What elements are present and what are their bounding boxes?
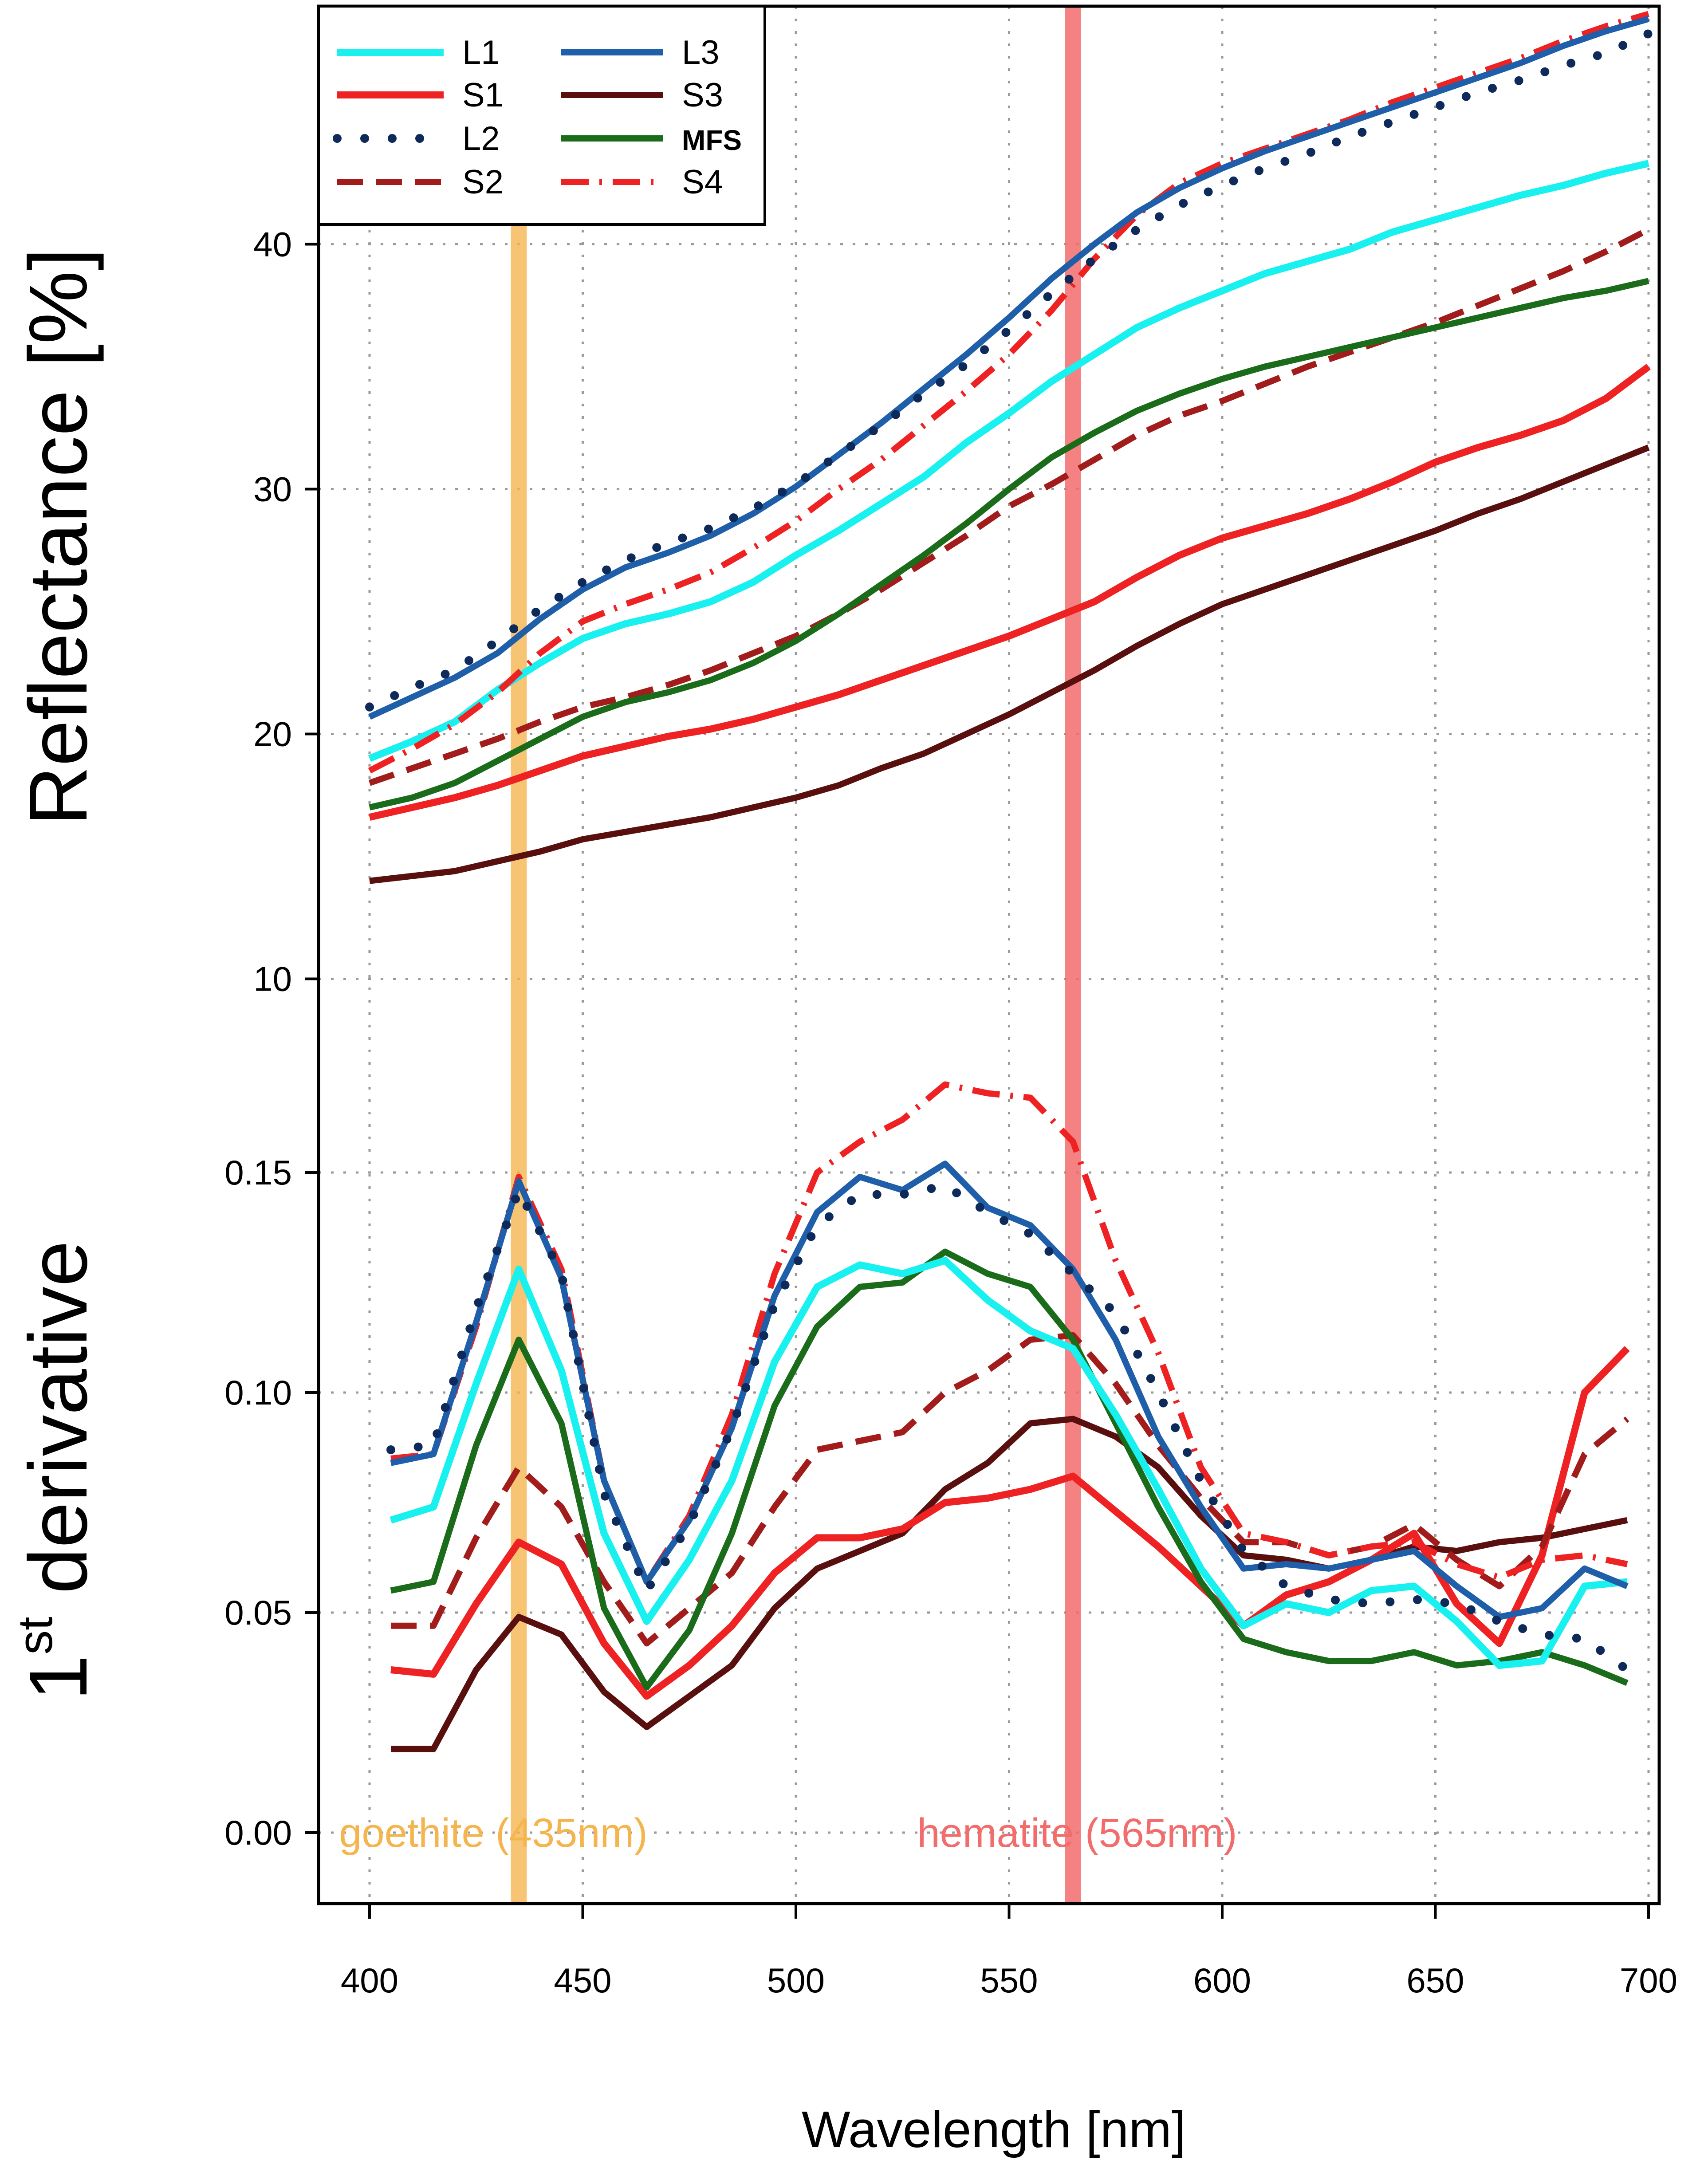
goethite-band — [511, 6, 527, 1904]
x-tick-label: 700 — [1620, 1961, 1677, 2000]
legend-label-mfs: MFS — [682, 124, 742, 156]
hematite-band — [1065, 6, 1081, 1904]
derivative-series-l3 — [390, 1161, 1629, 1620]
derivative-series-l1 — [390, 1257, 1628, 1669]
goethite-label: goethite (435nm) — [339, 1810, 648, 1856]
derivative-y-tick-label: 0.00 — [224, 1813, 292, 1852]
legend-items: L1 S1 L2 S2 L3 S3 MFS S4 — [333, 34, 742, 201]
reflectance-y-tick-label: 10 — [253, 960, 292, 999]
legend-box — [317, 5, 766, 226]
x-tick-label: 650 — [1406, 1961, 1464, 2000]
derivative-series-l2 — [386, 1181, 1632, 1674]
reflectance-series-l3 — [368, 16, 1649, 720]
hematite-label: hematite (565nm) — [917, 1810, 1237, 1856]
reflectance-series-l1 — [368, 160, 1649, 762]
reflectance-y-tick-label: 30 — [253, 470, 292, 509]
reflectance-series-mfs — [369, 278, 1649, 811]
reflectance-series-s4 — [368, 11, 1649, 774]
x-tick-label: 500 — [767, 1961, 825, 2000]
derivative-title-superscript: st — [8, 1617, 63, 1655]
reflectance-series-s3 — [369, 445, 1650, 884]
legend-label-s1: S1 — [462, 76, 504, 114]
legend-label-l1: L1 — [462, 34, 500, 71]
x-tick-label: 400 — [341, 1961, 398, 2000]
derivative-y-tick-label: 0.15 — [224, 1153, 292, 1192]
x-tick-label: 550 — [980, 1961, 1038, 2000]
derivative-y-tick-label: 0.05 — [224, 1593, 292, 1632]
derivative-title-word: derivative — [12, 1241, 104, 1617]
legend-label-l2: L2 — [462, 120, 500, 157]
x-axis-title: Wavelength [nm] — [802, 2101, 1186, 2158]
derivative-series-mfs — [390, 1248, 1629, 1691]
x-tick-layer: 400 450 500 550 600 650 700 — [341, 1904, 1677, 2000]
plot-frame — [317, 4, 1661, 1905]
y-tick-layer: 10 20 30 40 0.00 0.05 0.10 0.15 — [224, 225, 319, 1852]
series-layer — [365, 11, 1653, 1752]
legend: L1 S1 L2 S2 L3 S3 MFS S4 — [317, 5, 766, 226]
derivative-y-tick-label: 0.10 — [224, 1373, 292, 1412]
y-axis-title-reflectance: Reflectance [%] — [12, 248, 104, 826]
x-tick-label: 450 — [554, 1961, 611, 2000]
legend-label-s3: S3 — [682, 76, 723, 114]
legend-label-s4: S4 — [682, 163, 723, 201]
band-layer — [511, 6, 1081, 1904]
derivative-title-number: 1 — [12, 1655, 104, 1700]
x-tick-label: 600 — [1193, 1961, 1251, 2000]
reflectance-y-tick-label: 40 — [253, 225, 292, 264]
derivative-series-s4 — [390, 1081, 1628, 1585]
reflectance-y-tick-label: 20 — [253, 715, 292, 754]
legend-label-s2: S2 — [462, 163, 504, 201]
reflectance-series-s1 — [369, 364, 1651, 821]
reflectance-series-l2 — [365, 29, 1653, 712]
y-axis-title-derivative: 1st derivative — [8, 1241, 104, 1701]
legend-label-l3: L3 — [682, 34, 720, 71]
